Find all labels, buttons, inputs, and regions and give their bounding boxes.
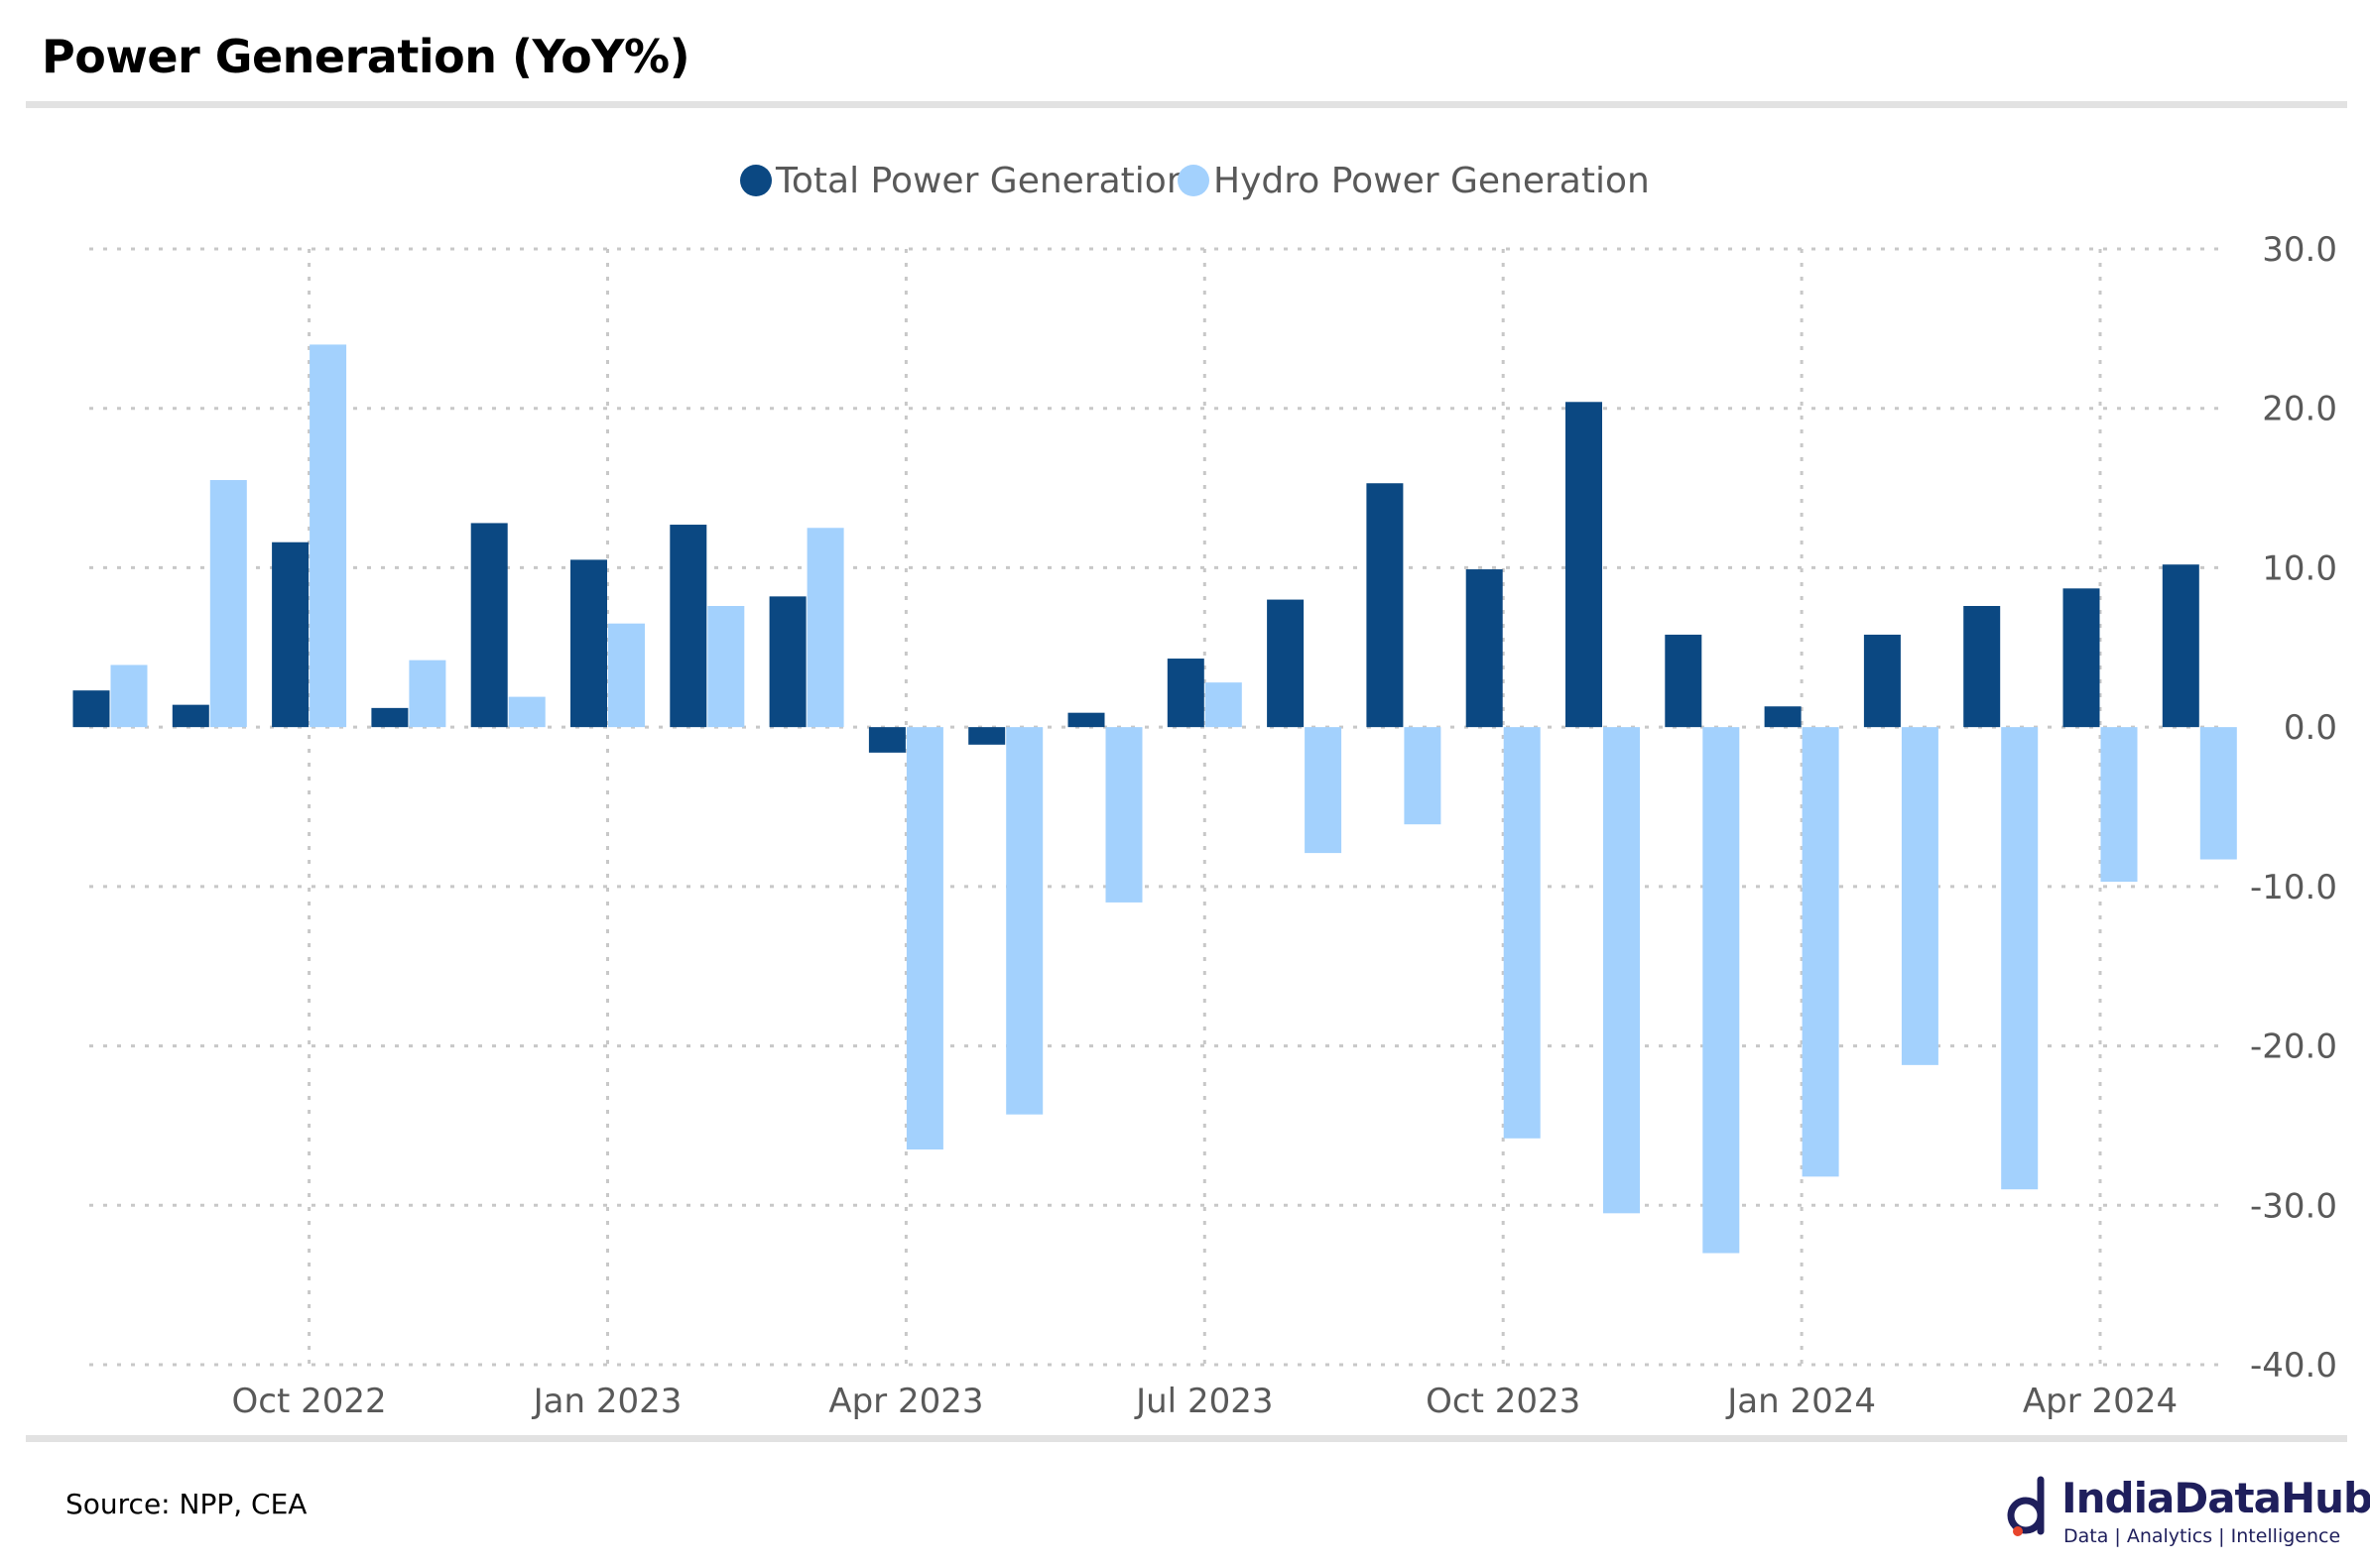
bar-total <box>1665 634 1702 728</box>
legend-label-total: Total Power Generation <box>775 161 1189 201</box>
bar-total <box>72 690 110 728</box>
bar-hydro <box>1901 727 1938 1065</box>
bar-hydro <box>1006 727 1044 1115</box>
bar-hydro <box>409 660 446 728</box>
title-divider <box>26 101 2347 108</box>
legend: Total Power Generation Hydro Power Gener… <box>740 161 1650 201</box>
bar-total <box>769 596 807 728</box>
x-tick-label: Oct 2022 <box>232 1382 387 1421</box>
y-tick-label: -20.0 <box>2250 1027 2337 1067</box>
bar-total <box>1863 634 1901 728</box>
y-tick-label: 0.0 <box>2284 708 2337 748</box>
y-tick-label: 20.0 <box>2262 390 2337 429</box>
bar-hydro <box>906 727 943 1150</box>
y-tick-label: 10.0 <box>2262 548 2337 588</box>
legend-swatch-hydro <box>1178 165 1209 196</box>
bar-hydro <box>2100 727 2138 883</box>
bar-total <box>2062 588 2100 728</box>
y-tick-label: -40.0 <box>2250 1346 2337 1386</box>
logo-tagline: Data | Analytics | Intelligence <box>2063 1525 2341 1547</box>
bar-hydro <box>807 528 844 728</box>
bar-hydro <box>1204 682 1242 728</box>
logo-mark-icon <box>2007 1476 2045 1536</box>
bar-hydro <box>110 664 148 728</box>
bar-total <box>968 727 1006 745</box>
bar-total <box>1167 659 1204 728</box>
bar-hydro <box>1702 727 1740 1254</box>
bar-hydro <box>209 480 247 728</box>
bar-hydro <box>1404 727 1441 825</box>
bar-total <box>570 559 607 728</box>
bar-hydro <box>2001 727 2039 1190</box>
bar-hydro <box>508 696 546 728</box>
x-tick-label: Apr 2023 <box>828 1382 983 1421</box>
bar-total <box>2162 564 2199 728</box>
bar-total <box>470 523 508 728</box>
bar-hydro <box>2199 727 2237 860</box>
legend-label-hydro: Hydro Power Generation <box>1213 161 1650 201</box>
y-tick-label: 30.0 <box>2262 230 2337 270</box>
bar-total <box>1067 712 1105 728</box>
bar-total <box>1465 569 1503 728</box>
bar-hydro <box>1603 727 1640 1214</box>
x-tick-label: Oct 2023 <box>1426 1382 1580 1421</box>
logo-name: IndiaDataHub <box>2061 1474 2370 1522</box>
bar-total <box>1764 706 1802 728</box>
bar-hydro <box>1305 727 1342 854</box>
bar-total <box>1963 606 2001 728</box>
x-tick-label: Jan 2023 <box>532 1382 683 1421</box>
source-note: Source: NPP, CEA <box>65 1488 308 1520</box>
footer-divider <box>26 1435 2347 1442</box>
bar-hydro <box>1503 727 1541 1139</box>
bar-total <box>172 704 209 728</box>
y-tick-label: -10.0 <box>2250 868 2337 907</box>
bar-total <box>272 542 310 728</box>
bar-total <box>371 707 409 728</box>
bar-hydro <box>608 623 645 728</box>
bar-hydro <box>1105 727 1143 903</box>
x-tick-label: Apr 2024 <box>2023 1382 2178 1421</box>
bar-total <box>1366 483 1404 728</box>
bar-total <box>670 525 707 728</box>
bar-total <box>868 727 906 753</box>
bar-hydro <box>707 606 745 728</box>
x-tick-label: Jan 2024 <box>1725 1382 1876 1421</box>
x-tick-label: Jul 2023 <box>1134 1382 1273 1421</box>
bar-hydro <box>1802 727 1839 1177</box>
gridlines <box>89 247 2218 1367</box>
legend-swatch-total <box>740 165 772 196</box>
bar-hydro <box>310 344 347 728</box>
bar-total <box>1565 402 1602 728</box>
bar-chart: 30.0 20.0 10.0 0.0 -10.0 -20.0 -30.0 -40.0 Oct 2… <box>72 161 2337 1421</box>
page-title: Power Generation (YoY%) <box>42 30 690 83</box>
brand-logo: IndiaDataHub Data | Analytics | Intellig… <box>2006 1472 2370 1551</box>
bars <box>72 344 2237 1254</box>
bar-total <box>1267 599 1305 728</box>
y-tick-label: -30.0 <box>2250 1186 2337 1226</box>
axis-ticks: 30.0 20.0 10.0 0.0 -10.0 -20.0 -30.0 -40.0 Oct 2… <box>232 230 2337 1421</box>
